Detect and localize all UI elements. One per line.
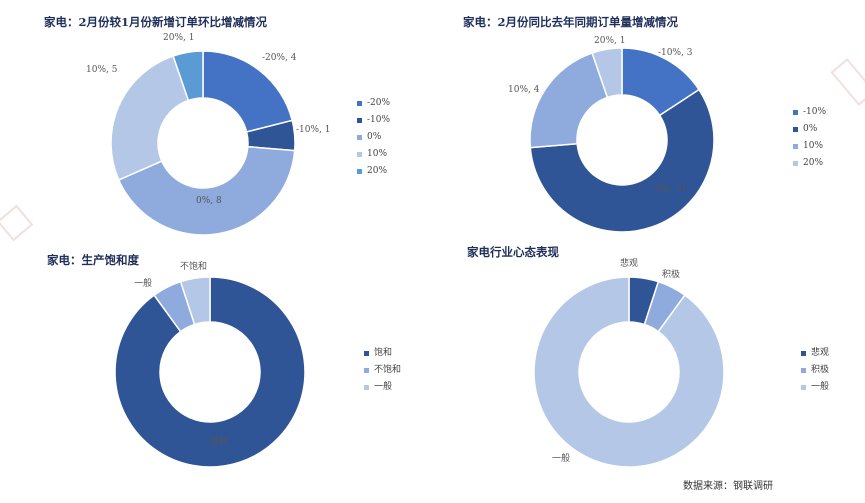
- legend-item: -10%: [793, 104, 826, 121]
- donut-slice: [591, 47, 623, 99]
- legend-swatch: [793, 144, 798, 149]
- legend-swatch: [801, 351, 806, 356]
- legend-swatch: [364, 385, 369, 390]
- legend-item: 10%: [793, 138, 826, 155]
- slice-data-label: 积极: [662, 268, 680, 280]
- legend-item: -20%: [357, 95, 390, 112]
- legend-swatch: [357, 101, 362, 106]
- donut-slice: [202, 50, 294, 133]
- legend-2: -10% 0% 10% 20%: [793, 104, 826, 172]
- legend-item: 20%: [357, 163, 390, 180]
- donut-slice: [110, 55, 190, 181]
- legend-swatch: [801, 385, 806, 390]
- chart-panel-3: 家电：生产饱和度 饱和 不饱和 一般 饱和 不饱和 一般: [0, 248, 432, 503]
- legend-swatch: [364, 351, 369, 356]
- slice-data-label: 20%, 1: [594, 36, 625, 46]
- legend-label: 悲观: [811, 348, 830, 358]
- chart-panel-2: 家电：2月份同比去年同期订单量增减情况 -10%, 3 0%, 11 10%, 4 2…: [432, 0, 865, 248]
- slice-data-label: 10%, 5: [86, 65, 118, 75]
- legend-swatch: [357, 152, 362, 157]
- chart-title-1: 家电：2月份较1月份新增订单环比增减情况: [44, 15, 268, 29]
- legend-swatch: [357, 169, 362, 174]
- donut-slice: [114, 276, 306, 468]
- slice-data-label: 一般: [552, 452, 570, 464]
- legend-swatch: [357, 118, 362, 123]
- chart-panel-1: 家电：2月份较1月份新增订单环比增减情况 -20%, 4 -10%, 1 0%, 8…: [0, 0, 432, 248]
- chart-title-2: 家电：2月份同比去年同期订单量增减情况: [463, 15, 678, 29]
- legend-swatch: [793, 110, 798, 115]
- donut-slice: [529, 88, 715, 233]
- slice-data-label: -20%, 4: [262, 53, 297, 63]
- legend-label: 20%: [803, 158, 824, 168]
- legend-label: 10%: [803, 141, 824, 151]
- legend-item: 积极: [801, 362, 829, 379]
- legend-label: 0%: [803, 124, 818, 134]
- legend-swatch: [801, 368, 806, 373]
- legend-label: -10%: [803, 107, 827, 117]
- legend-3: 饱和 不饱和 一般: [364, 345, 401, 396]
- legend-label: -10%: [367, 115, 391, 125]
- donut-slice: [172, 50, 204, 102]
- chart-title-4: 家电行业心态表现: [467, 245, 559, 259]
- legend-label: 不饱和: [374, 365, 402, 375]
- slice-data-label: 不饱和: [180, 260, 207, 272]
- legend-item: 一般: [364, 379, 401, 396]
- legend-item: 20%: [793, 155, 826, 172]
- slice-data-label: 10%, 4: [508, 85, 540, 95]
- legend-swatch: [793, 161, 798, 166]
- slice-data-label: 一般: [134, 277, 152, 289]
- legend-item: 饱和: [364, 345, 401, 362]
- slice-data-label: -10%, 3: [658, 48, 693, 58]
- legend-label: 一般: [811, 382, 830, 392]
- legend-label: -20%: [367, 98, 391, 108]
- legend-item: 悲观: [801, 345, 829, 362]
- donut-chart-2: -10%, 3 0%, 11 10%, 4 20%, 1: [508, 36, 715, 233]
- legend-swatch: [364, 368, 369, 373]
- legend-label: 饱和: [374, 348, 393, 358]
- chart-panel-4: 家电行业心态表现 悲观 积极 一般 悲观 积极 一般: [432, 245, 865, 503]
- legend-swatch: [793, 127, 798, 132]
- legend-item: 0%: [793, 121, 826, 138]
- slice-data-label: 饱和: [210, 435, 228, 447]
- donut-chart-1: -20%, 4 -10%, 1 0%, 8 10%, 5 20%, 1: [86, 33, 331, 236]
- legend-item: 10%: [357, 146, 390, 163]
- slice-data-label: 20%, 1: [163, 33, 194, 43]
- donut-slice: [533, 276, 725, 468]
- slice-data-label: -10%, 1: [296, 125, 331, 135]
- donut-slice: [529, 52, 609, 149]
- legend-label: 10%: [367, 149, 388, 159]
- slice-data-label: 悲观: [620, 257, 638, 269]
- legend-item: 0%: [357, 129, 390, 146]
- legend-label: 一般: [374, 382, 393, 392]
- legend-label: 0%: [367, 132, 382, 142]
- legend-item: 不饱和: [364, 362, 401, 379]
- legend-label: 20%: [367, 166, 388, 176]
- slice-data-label: 0%, 8: [196, 196, 222, 206]
- legend-item: -10%: [357, 112, 390, 129]
- legend-swatch: [357, 135, 362, 140]
- legend-label: 积极: [811, 365, 830, 375]
- donut-slice: [117, 145, 296, 236]
- slice-data-label: 0%, 11: [656, 185, 687, 195]
- chart-title-3: 家电：生产饱和度: [47, 253, 139, 267]
- legend-item: 一般: [801, 379, 829, 396]
- data-source-note: 数据来源：钢联调研: [683, 481, 773, 492]
- legend-1: -20% -10% 0% 10% 20%: [357, 95, 390, 180]
- donut-slice: [179, 276, 211, 326]
- legend-4: 悲观 积极 一般: [801, 345, 829, 396]
